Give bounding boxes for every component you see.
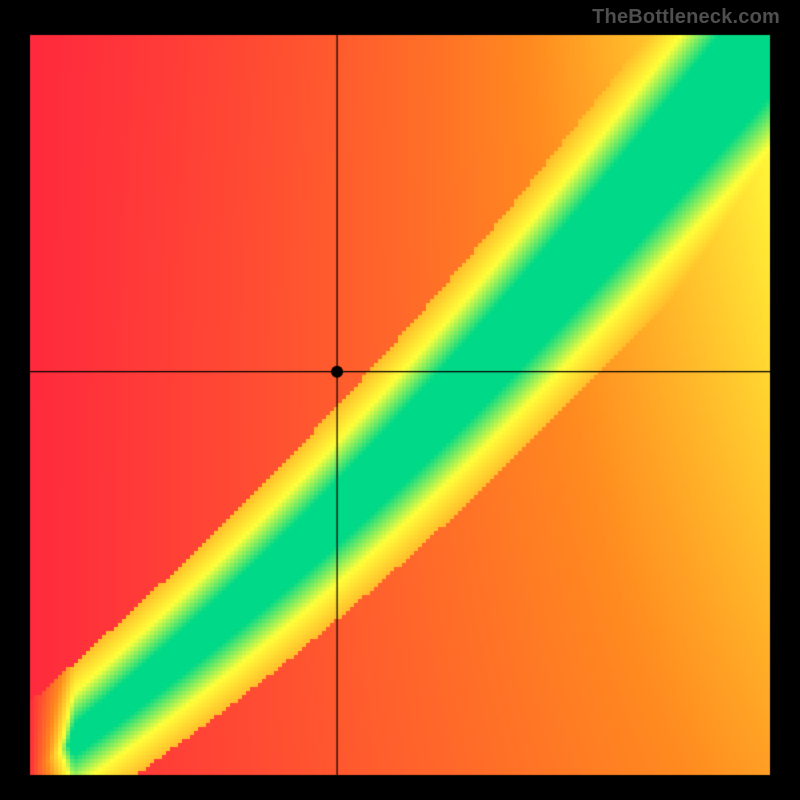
bottleneck-heatmap bbox=[0, 0, 800, 800]
chart-container: { "watermark": { "text": "TheBottleneck.… bbox=[0, 0, 800, 800]
watermark-text: TheBottleneck.com bbox=[592, 6, 780, 29]
